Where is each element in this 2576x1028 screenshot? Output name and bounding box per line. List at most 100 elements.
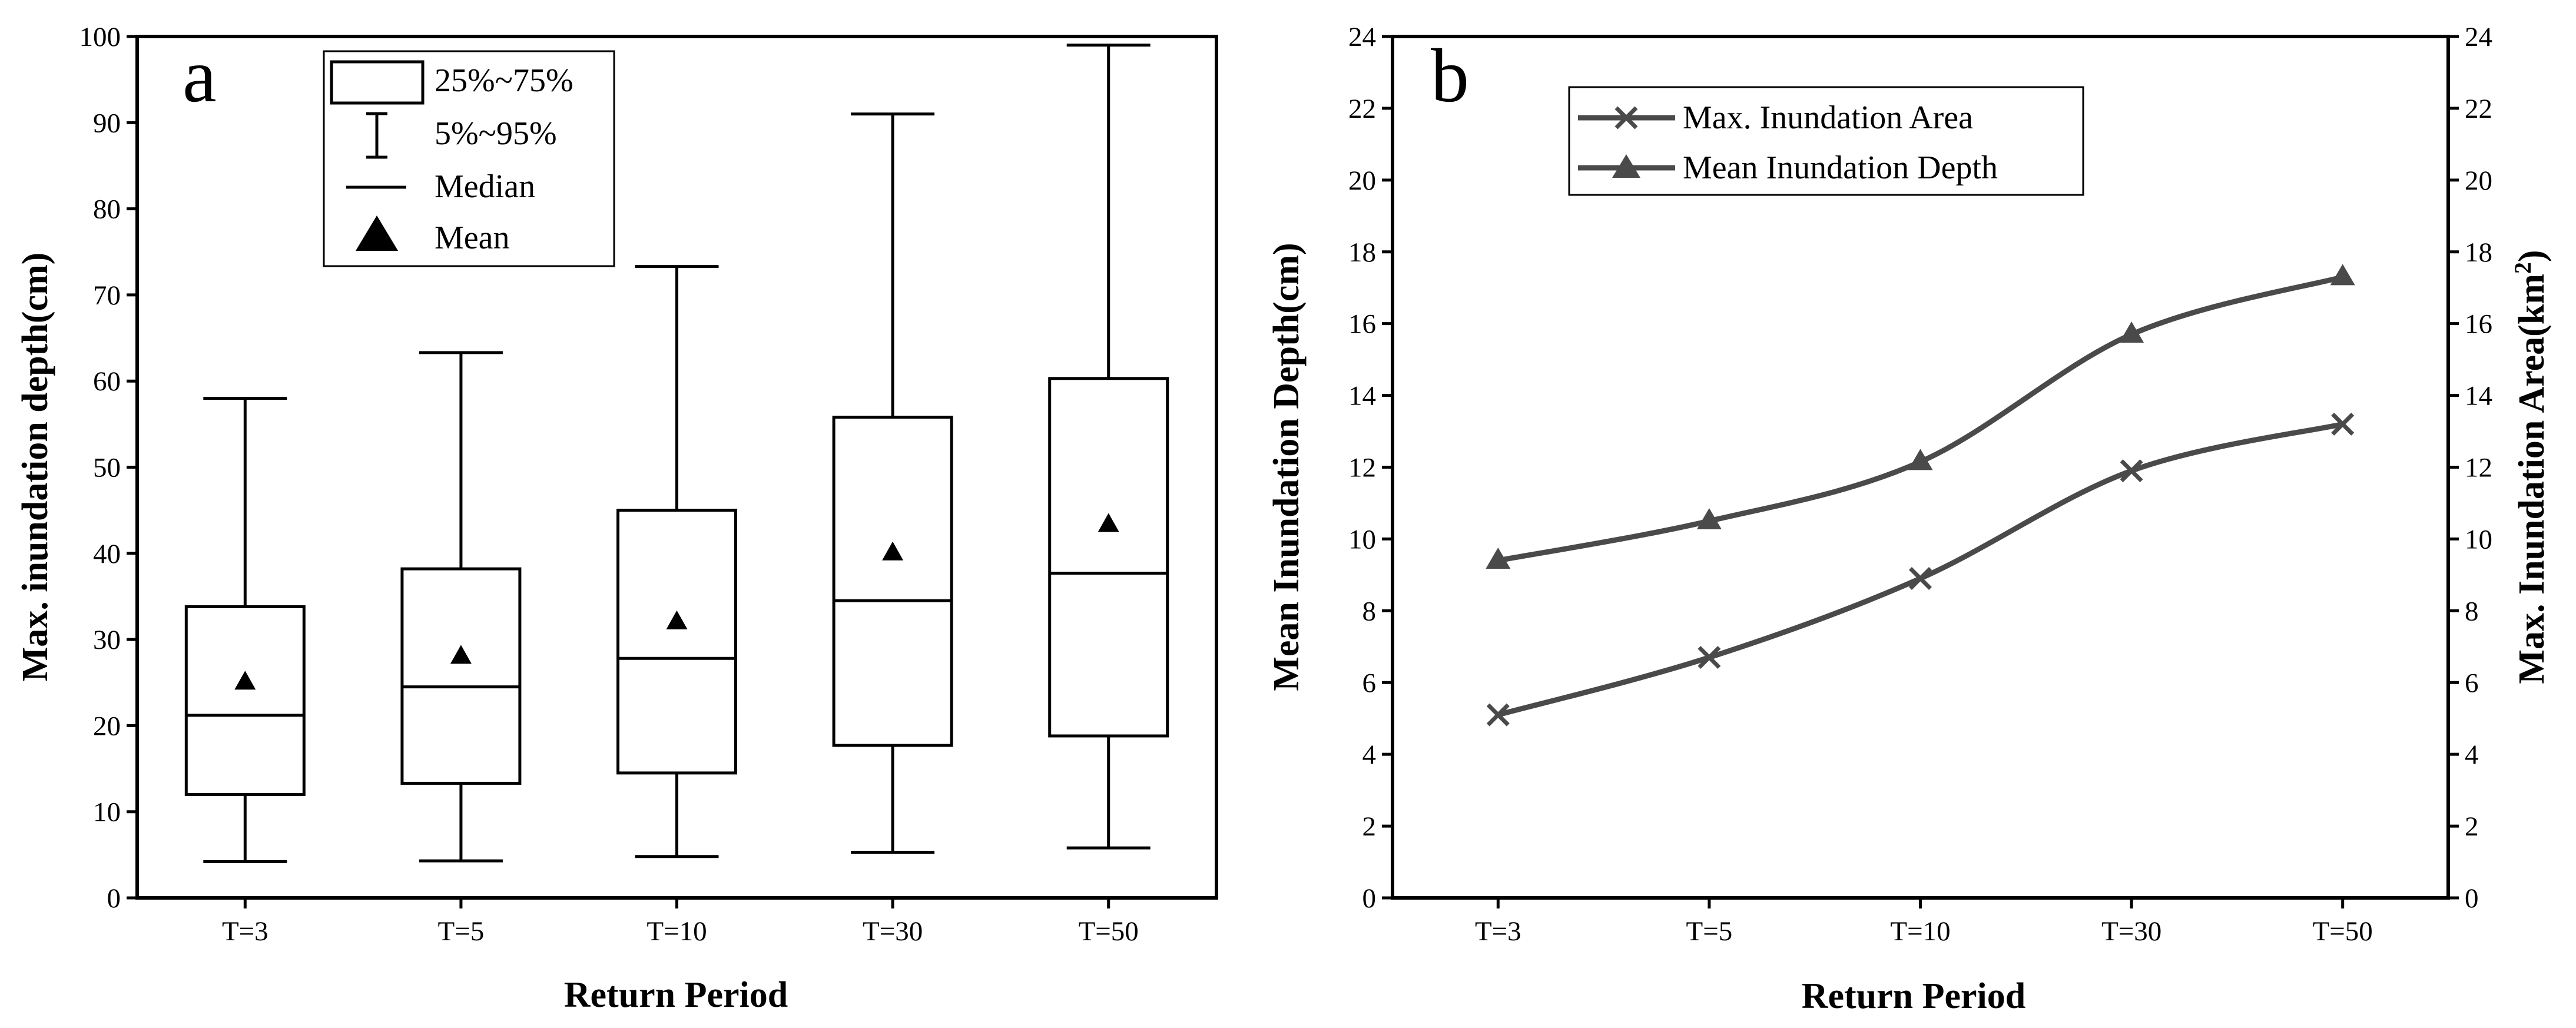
right-axis-title-end: ) [2512,250,2552,262]
legend-label-mean: Mean [435,220,510,256]
x-tick-label: T=10 [1890,916,1950,947]
iqr-box [1048,377,1169,738]
series-area [1486,412,2355,727]
left-y-tick-label: 22 [1348,94,1376,124]
box-t3 [184,396,306,864]
iqr-box [400,567,522,785]
left-y-tick-label: 24 [1348,22,1376,52]
panel-a-box-chart: 0 10 20 30 40 50 60 70 80 90 100 T=3 T=5 T=10 T=30 T=5… [15,22,1218,1015]
right-axis-title-main: Max. Inundation Area(km [2512,274,2552,684]
x-tick-label: T=30 [863,916,923,947]
panel-a-x-axis: T=3 T=5 T=10 T=30 T=50 [222,898,1139,947]
right-y-tick-label: 22 [2465,94,2492,124]
x-tick-label: T=3 [222,916,268,947]
mean-marker [1098,513,1119,532]
y-tick-label: 30 [93,625,121,655]
box-t10 [616,265,737,858]
mean-marker [450,645,472,664]
legend-depth-swatch [1578,154,1675,178]
x-marker [1486,703,1510,727]
left-y-tick-label: 8 [1362,596,1377,626]
right-y-tick-label: 20 [2465,165,2492,196]
x-marker-stroke [1698,646,1721,669]
y-tick-label: 20 [93,711,121,741]
y-tick-label: 50 [93,453,121,483]
y-tick-label: 90 [93,108,121,138]
x-tick-label: T=30 [2101,916,2161,947]
x-tick-label: T=10 [647,916,707,947]
left-y-tick-label: 0 [1362,883,1377,914]
panel-a-boxes [184,44,1169,864]
left-y-tick-label: 6 [1362,668,1377,698]
left-y-tick-label: 16 [1348,309,1376,340]
right-axis-title-superscript: 2 [2509,262,2536,274]
right-y-tick-label: 0 [2465,883,2479,914]
y-tick-label: 40 [93,539,121,569]
panel-b-label: b [1431,34,1469,118]
iqr-box [184,605,306,796]
y-tick-label: 60 [93,366,121,397]
legend-box-swatch [330,60,425,105]
box-t5 [400,351,522,863]
x-marker [2331,412,2355,436]
y-tick-label: 80 [93,194,121,225]
legend-mean-swatch [356,215,398,251]
left-y-tick-label: 12 [1348,453,1376,483]
left-y-tick-label: 14 [1348,381,1376,412]
y-tick-label: 70 [93,280,121,311]
mean-marker [882,541,904,561]
x-marker [1698,646,1721,669]
panel-a-y-axis-title: Max. inundation depth(cm) [15,253,55,682]
legend-label-range: 5%~95% [435,115,557,152]
y-tick-label: 10 [93,797,121,828]
y-tick-label: 0 [107,883,121,914]
right-y-tick-label: 4 [2465,740,2479,770]
x-marker-stroke [2120,459,2143,483]
box-t50 [1048,44,1169,850]
right-y-tick-label: 12 [2465,453,2492,483]
right-y-tick-label: 24 [2465,22,2492,52]
triangle-marker [2119,321,2144,343]
panel-b-x-axis-title: Return Period [1802,976,2026,1016]
left-y-tick-label: 18 [1348,237,1376,268]
right-y-tick-label: 16 [2465,309,2492,340]
legend-area-swatch [1578,106,1675,130]
iqr-box [832,416,953,747]
legend-whisker-swatch [366,112,387,159]
left-y-tick-label: 10 [1348,524,1376,555]
mean-marker [666,610,688,629]
left-y-tick-label: 2 [1362,811,1377,842]
legend-label-depth: Mean Inundation Depth [1683,150,1998,186]
series-line-depth [1497,274,2343,563]
right-y-tick-label: 14 [2465,381,2492,412]
triangle-marker [1696,508,1722,529]
x-tick-label: T=50 [1079,916,1139,947]
x-marker [1909,566,1932,590]
triangle-marker [2330,264,2355,286]
left-y-tick-label: 20 [1348,165,1376,196]
panel-a-x-axis-title: Return Period [564,975,788,1015]
mean-marker [234,671,256,690]
x-tick-label: T=3 [1475,916,1521,947]
triangle-marker [1908,449,1933,470]
right-y-tick-label: 18 [2465,237,2492,268]
legend-label-median: Median [435,168,535,205]
x-tick-label: T=5 [438,916,485,947]
x-marker [2120,459,2143,483]
x-marker-stroke [2331,412,2355,436]
panel-a-y-axis: 0 10 20 30 40 50 60 70 80 90 100 [79,22,137,914]
iqr-box [616,509,737,775]
panel-b-legend: Max. Inundation Area Mean Inundation Dep… [1568,86,2084,196]
panel-b-series [1486,264,2355,727]
panel-a-label: a [183,34,217,118]
right-y-tick-label: 2 [2465,811,2479,842]
right-y-tick-label: 8 [2465,596,2479,626]
x-marker-stroke [1486,703,1510,727]
x-tick-label: T=5 [1686,916,1733,947]
x-tick-label: T=50 [2313,916,2373,947]
panel-a-legend: 25%~75% 5%~95% Median Mean [323,50,615,267]
